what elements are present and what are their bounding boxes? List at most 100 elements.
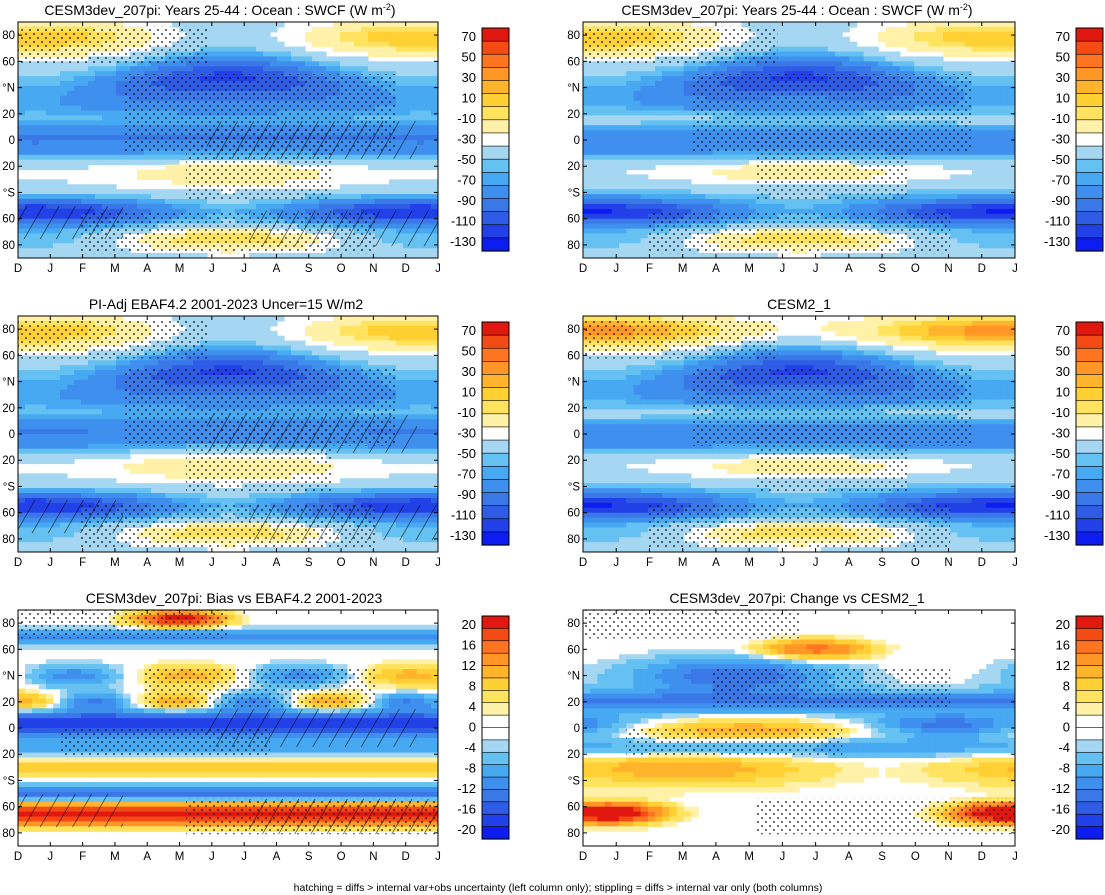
heatmap-cell [655,135,663,141]
heatmap-cell [655,81,663,87]
heatmap-cell [647,130,656,136]
heatmap-cell [179,179,187,185]
heatmap-cell [74,253,82,258]
heatmap-cell [863,199,872,205]
heatmap-cell [305,56,313,62]
heatmap-cell [403,189,411,195]
heatmap-cell [971,100,980,107]
heatmap-cell [820,22,829,28]
heatmap-cell [626,66,634,72]
heatmap-cell [597,81,606,87]
heatmap-cell [39,105,47,112]
heatmap-cell [921,194,930,200]
heatmap-cell [403,26,411,33]
heatmap-cell [813,31,822,38]
heatmap-cell [116,140,124,146]
heatmap-cell [662,149,670,156]
heatmap-cell [228,66,236,72]
colorbar-label: 50 [462,50,476,65]
heatmap-cell [964,164,973,171]
heatmap-cell [799,36,807,43]
heatmap-cell [431,36,438,43]
heatmap-cell [158,189,166,195]
heatmap-cell [109,194,117,200]
heatmap-cell [633,213,642,220]
heatmap-cell [270,41,278,48]
heatmap-cell [928,66,937,72]
heatmap-cell [424,85,432,92]
heatmap-cell [431,105,438,112]
heatmap-cell [333,41,341,48]
heatmap-cell [583,90,591,97]
heatmap-cell [389,26,397,33]
heatmap-cell [691,159,699,166]
heatmap-cell [727,253,735,258]
heatmap-cell [957,184,966,190]
heatmap-cell [957,22,966,28]
heatmap-cell [74,95,82,102]
heatmap-cell [935,26,944,33]
heatmap-cell [928,56,937,62]
heatmap-cell [368,46,376,53]
heatmap-cell [583,95,591,102]
heatmap-cell [32,238,40,244]
heatmap-cell [957,41,966,48]
heatmap-cell [619,223,627,230]
heatmap-cell [368,36,376,43]
heatmap-cell [74,76,82,82]
heatmap-cell [921,149,930,156]
heatmap-cell [102,66,110,72]
heatmap-cell [396,22,404,28]
heatmap-cell [935,199,944,205]
heatmap-cell [863,56,872,62]
heatmap-cell [256,203,264,210]
heatmap-cell [151,253,159,258]
heatmap-cell [109,95,117,102]
heatmap-cell [719,189,728,195]
heatmap-cell [151,159,159,166]
heatmap-cell [683,85,692,92]
heatmap-cell [907,31,915,38]
heatmap-cell [633,125,642,131]
heatmap-cell [626,125,634,131]
heatmap-cell [914,22,922,28]
heatmap-cell [382,66,390,72]
heatmap-cell [102,22,110,28]
heatmap-cell [200,253,208,258]
heatmap-cell [361,199,369,205]
y-tick-label: 20 [2,109,15,121]
heatmap-cell [791,41,800,48]
heatmap-cell [410,95,418,102]
heatmap-cell [375,164,383,171]
heatmap-cell [242,41,250,48]
colorbar-label: -30 [457,132,476,147]
heatmap-cell [403,159,411,166]
heatmap-cell [806,31,814,38]
heatmap-cell [935,61,944,67]
heatmap-cell [583,100,591,107]
heatmap-cell [964,174,973,180]
heatmap-cell [590,169,598,176]
heatmap-cell [957,31,966,38]
heatmap-cell [60,194,68,200]
heatmap-cell [382,22,390,28]
heatmap-cell [640,100,649,107]
heatmap-cell [46,184,54,190]
heatmap-cell [214,31,222,38]
heatmap-cell [957,248,966,254]
heatmap-cell [116,110,124,117]
heatmap-cell [971,51,980,58]
heatmap-cell [597,159,606,166]
heatmap-cell [971,120,980,126]
heatmap-cell [102,120,110,126]
heatmap-cell [417,36,425,43]
heatmap-cell [382,184,390,190]
heatmap-cell [604,218,613,225]
heatmap-cell [806,199,814,205]
heatmap-cell [611,238,620,244]
heatmap-cell [597,238,606,244]
heatmap-cell [971,253,980,258]
heatmap-cell [270,36,278,43]
heatmap-cell [158,169,166,176]
heatmap-cell [878,31,886,38]
